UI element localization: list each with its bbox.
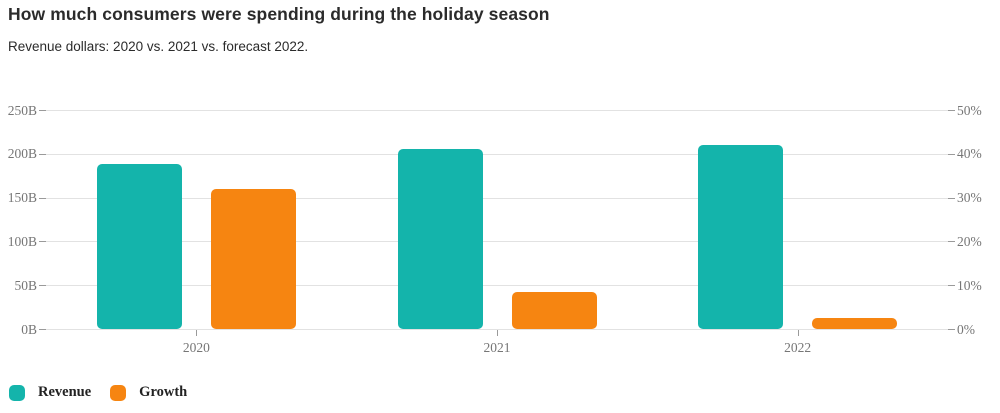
left-axis-tick-label: 100B	[7, 233, 37, 249]
right-axis-tick-label: 30%	[957, 190, 982, 206]
left-axis-tick	[39, 329, 46, 330]
gridline	[46, 241, 948, 243]
chart-subtitle: Revenue dollars: 2020 vs. 2021 vs. forec…	[8, 39, 309, 54]
chart-title: How much consumers were spending during …	[8, 4, 550, 24]
x-axis-tick-label: 2021	[483, 340, 511, 355]
right-axis-tick	[948, 285, 955, 287]
chart-legend: Revenue Growth	[9, 384, 187, 401]
right-axis-tick	[948, 329, 955, 330]
left-axis-tick	[39, 241, 46, 243]
legend-item-label: Growth	[139, 384, 188, 400]
revenue-legend-swatch	[9, 384, 25, 401]
growth-bar-2021	[511, 291, 597, 329]
gridline	[46, 329, 948, 330]
x-axis-tick	[797, 330, 799, 336]
growth-bar-2022	[812, 318, 898, 329]
left-axis-tick	[39, 285, 46, 287]
growth-legend-swatch	[110, 384, 127, 401]
gridline	[46, 197, 948, 199]
left-axis-tick-label: 250B	[7, 102, 37, 118]
right-axis-tick	[948, 110, 955, 111]
right-axis-tick-label: 10%	[957, 277, 982, 293]
left-axis-tick-label: 150B	[7, 190, 37, 206]
right-axis-tick-label: 40%	[957, 146, 982, 162]
revenue-bar-2022	[698, 145, 784, 329]
left-axis-tick	[39, 197, 46, 199]
left-axis-tick	[39, 153, 46, 155]
legend-item-label: Revenue	[38, 384, 92, 400]
x-axis-tick	[196, 330, 198, 336]
left-axis-tick-label: 50B	[14, 277, 37, 293]
right-axis-tick	[948, 197, 955, 199]
right-axis-tick-label: 50%	[957, 102, 982, 118]
x-axis-tick	[497, 330, 498, 336]
gridline	[46, 153, 948, 155]
right-axis-tick	[948, 153, 955, 155]
x-axis-tick-label: 2020	[182, 340, 210, 355]
revenue-bar-2021	[397, 149, 483, 329]
right-axis-tick-label: 0%	[957, 321, 975, 337]
right-axis-tick-label: 20%	[957, 233, 982, 249]
growth-bar-2020	[210, 188, 296, 329]
left-axis-tick-label: 200B	[7, 146, 37, 162]
right-axis-tick	[948, 241, 955, 243]
gridline	[46, 285, 948, 287]
legend-item-growth: Growth	[110, 384, 187, 401]
left-axis-tick-label: 0B	[21, 321, 37, 337]
gridline	[46, 110, 948, 111]
legend-item-revenue: Revenue	[9, 384, 91, 401]
left-axis-tick	[39, 110, 46, 111]
x-axis-tick-label: 2022	[784, 340, 812, 355]
revenue-bar-2020	[96, 164, 182, 329]
